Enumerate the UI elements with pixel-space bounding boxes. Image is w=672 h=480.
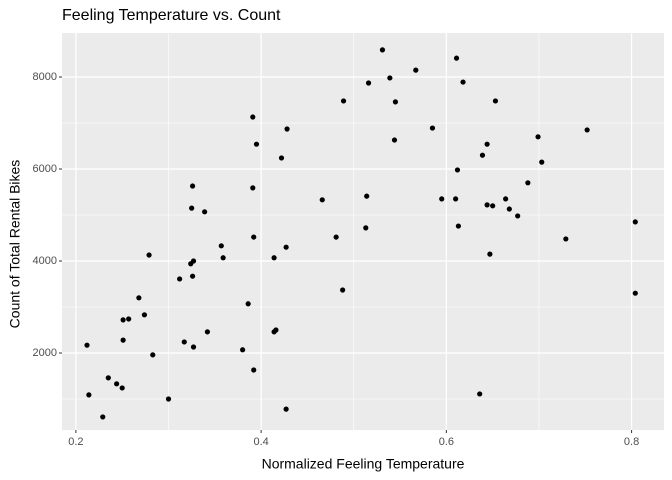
point [190,344,197,350]
point [146,252,152,258]
point [278,155,285,161]
point [251,234,257,240]
point [86,392,92,398]
point [253,141,260,147]
chart-title: Feeling Temperature vs. Count [62,7,281,24]
point [283,406,289,412]
y-tick-label: 6000 [33,163,57,175]
point [189,183,196,189]
point [240,347,246,353]
point [340,287,346,293]
point [189,205,195,211]
point [250,185,256,191]
point [492,98,499,104]
point [413,67,419,73]
point [460,79,466,85]
point [363,225,369,231]
x-tick-label: 0.8 [624,436,639,448]
point [283,244,289,250]
point [539,159,545,165]
point [100,414,106,420]
point [365,80,372,86]
point [84,342,90,348]
point [105,375,111,381]
point [479,152,486,158]
point [535,134,541,140]
point [515,213,521,219]
point [271,255,277,261]
point [245,301,251,307]
point [484,141,490,147]
point [204,329,211,335]
point [391,137,398,143]
point [284,126,290,132]
point [319,197,325,203]
point [632,219,638,225]
y-tick-label: 8000 [33,71,57,83]
point [364,193,370,199]
x-tick-label: 0.6 [439,436,454,448]
point [202,209,208,215]
point [333,234,339,240]
point [251,367,257,373]
point [218,243,224,249]
point [120,317,126,323]
point [126,316,132,322]
point [114,381,120,387]
y-axis-title: Count of Total Rental Bikes [7,160,23,329]
x-axis-title: Normalized Feeling Temperature [262,456,465,472]
y-tick-label: 2000 [33,347,57,359]
point [136,295,142,301]
point [477,391,483,397]
point [503,196,509,202]
point [141,312,148,318]
point [429,125,436,131]
point [484,202,490,208]
point [506,206,512,212]
x-tick-label: 0.4 [253,436,268,448]
point [181,339,187,345]
point [632,290,638,296]
y-tick-label: 4000 [33,255,57,267]
point [563,236,569,242]
point [165,396,172,402]
point [119,385,125,391]
point [584,127,590,133]
point [150,352,156,358]
x-tick-label: 0.2 [68,436,83,448]
plot-panel [62,33,664,430]
point [189,273,196,279]
point [340,98,347,104]
point [190,258,197,264]
point [453,196,459,202]
point [250,114,256,120]
point [490,203,496,209]
point [454,167,461,173]
point [379,47,386,53]
point [120,337,126,343]
point [392,99,399,105]
point [453,55,460,61]
point [273,327,279,333]
point [487,251,493,257]
point [525,180,531,186]
point [455,223,461,229]
point [177,276,183,282]
point [387,75,393,81]
point [220,255,226,261]
point [439,196,445,202]
